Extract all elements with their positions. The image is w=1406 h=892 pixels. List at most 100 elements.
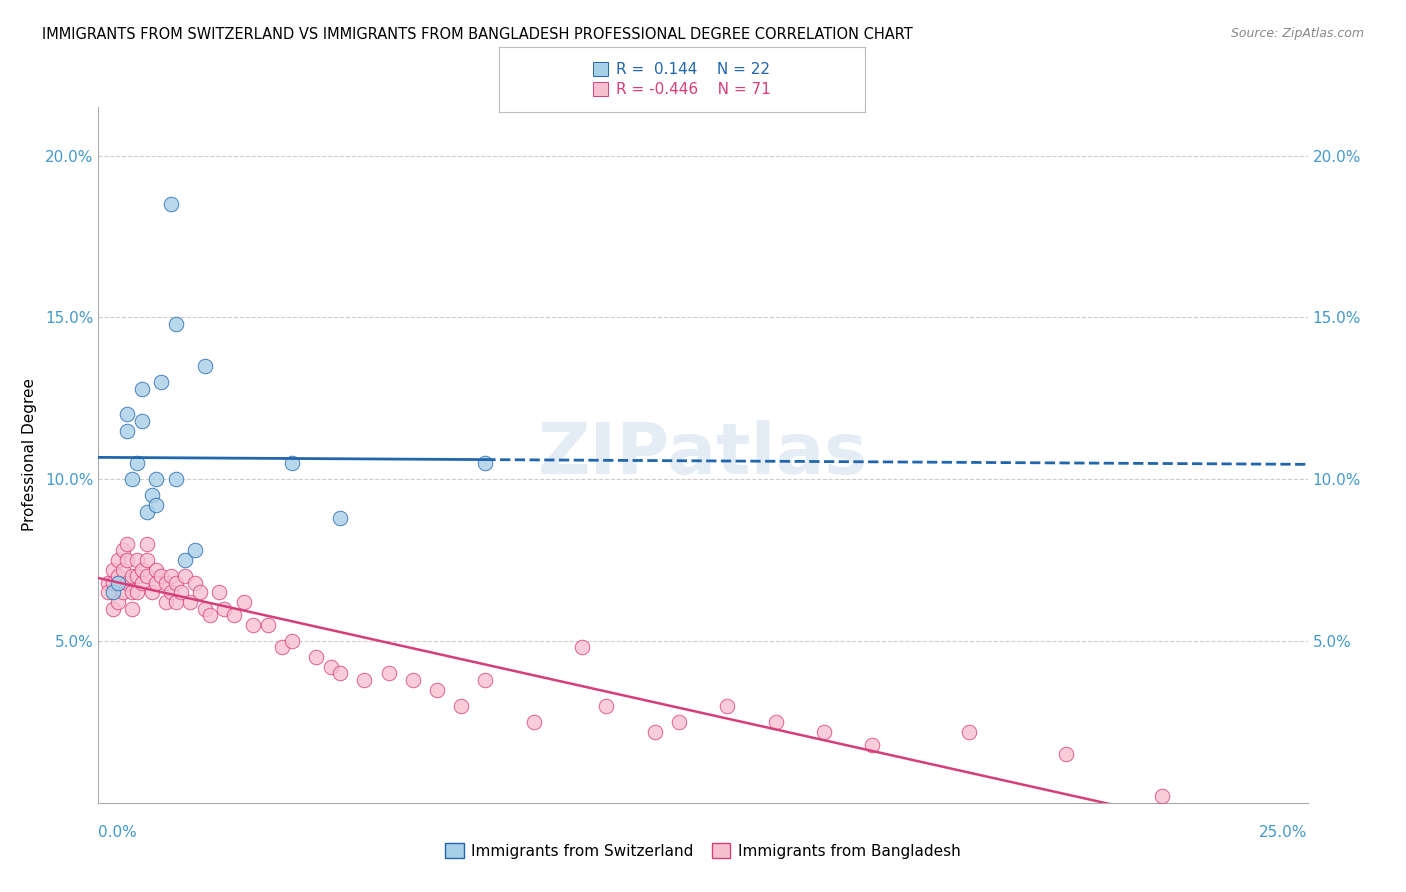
Point bbox=[111, 563, 134, 577]
Legend: R =  0.144    N = 22, R = -0.446    N = 71: R = 0.144 N = 22, R = -0.446 N = 71 bbox=[586, 55, 778, 103]
Point bbox=[135, 537, 157, 551]
Point bbox=[377, 666, 399, 681]
Point bbox=[402, 673, 425, 687]
Point bbox=[474, 673, 496, 687]
Point bbox=[155, 575, 177, 590]
Text: 0.0%: 0.0% bbox=[98, 825, 138, 840]
Text: Source: ZipAtlas.com: Source: ZipAtlas.com bbox=[1230, 27, 1364, 40]
Point bbox=[160, 197, 183, 211]
Point bbox=[145, 575, 167, 590]
Text: IMMIGRANTS FROM SWITZERLAND VS IMMIGRANTS FROM BANGLADESH PROFESSIONAL DEGREE CO: IMMIGRANTS FROM SWITZERLAND VS IMMIGRANT… bbox=[42, 27, 912, 42]
Point bbox=[242, 617, 264, 632]
Point bbox=[860, 738, 883, 752]
Point bbox=[198, 608, 221, 623]
Point bbox=[135, 504, 157, 518]
Point bbox=[668, 714, 690, 729]
Point bbox=[101, 601, 124, 615]
Text: 25.0%: 25.0% bbox=[1260, 825, 1308, 840]
Point bbox=[319, 660, 342, 674]
Point bbox=[117, 424, 139, 438]
Point bbox=[150, 375, 173, 389]
Point bbox=[212, 601, 235, 615]
Text: ZIPatlas: ZIPatlas bbox=[538, 420, 868, 490]
Point bbox=[765, 714, 787, 729]
Point bbox=[957, 724, 980, 739]
Point bbox=[107, 569, 129, 583]
Point bbox=[145, 472, 167, 486]
Point bbox=[141, 585, 163, 599]
Point bbox=[131, 414, 153, 428]
Point bbox=[174, 569, 197, 583]
Point bbox=[169, 585, 191, 599]
Point bbox=[117, 537, 139, 551]
Point bbox=[107, 575, 129, 590]
Point bbox=[194, 601, 217, 615]
Point bbox=[160, 585, 183, 599]
Point bbox=[184, 543, 207, 558]
Point bbox=[121, 585, 143, 599]
Point bbox=[329, 511, 352, 525]
Point bbox=[256, 617, 278, 632]
Point bbox=[101, 563, 124, 577]
Point bbox=[117, 575, 139, 590]
Point bbox=[127, 553, 149, 567]
Point bbox=[353, 673, 375, 687]
Point bbox=[1054, 747, 1077, 762]
Point bbox=[1152, 789, 1174, 804]
Legend: Immigrants from Switzerland, Immigrants from Bangladesh: Immigrants from Switzerland, Immigrants … bbox=[439, 837, 967, 864]
Point bbox=[813, 724, 835, 739]
Point bbox=[208, 585, 231, 599]
Point bbox=[165, 472, 187, 486]
Point bbox=[281, 456, 304, 470]
Point bbox=[474, 456, 496, 470]
Point bbox=[111, 543, 134, 558]
Point bbox=[121, 472, 143, 486]
Point bbox=[716, 698, 738, 713]
Point bbox=[127, 585, 149, 599]
Point bbox=[111, 585, 134, 599]
Point bbox=[127, 569, 149, 583]
Point bbox=[117, 553, 139, 567]
Point bbox=[174, 553, 197, 567]
Point bbox=[150, 569, 173, 583]
Point bbox=[232, 595, 254, 609]
Point bbox=[121, 569, 143, 583]
Point bbox=[165, 595, 187, 609]
Point bbox=[127, 456, 149, 470]
Point bbox=[179, 595, 201, 609]
Point bbox=[281, 634, 304, 648]
Point bbox=[131, 575, 153, 590]
Point bbox=[222, 608, 245, 623]
Point bbox=[117, 408, 139, 422]
Point bbox=[305, 650, 328, 665]
Point bbox=[188, 585, 211, 599]
Point bbox=[165, 317, 187, 331]
Y-axis label: Professional Degree: Professional Degree bbox=[22, 378, 37, 532]
Point bbox=[194, 359, 217, 373]
Point bbox=[107, 595, 129, 609]
Point bbox=[97, 585, 120, 599]
Point bbox=[101, 575, 124, 590]
Point bbox=[145, 498, 167, 512]
Point bbox=[155, 595, 177, 609]
Point bbox=[595, 698, 617, 713]
Point bbox=[135, 553, 157, 567]
Point bbox=[571, 640, 593, 655]
Point bbox=[165, 575, 187, 590]
Point bbox=[135, 569, 157, 583]
Point bbox=[523, 714, 546, 729]
Point bbox=[121, 601, 143, 615]
Point bbox=[145, 563, 167, 577]
Point bbox=[450, 698, 472, 713]
Point bbox=[644, 724, 666, 739]
Point bbox=[329, 666, 352, 681]
Point bbox=[131, 563, 153, 577]
Point bbox=[160, 569, 183, 583]
Point bbox=[184, 575, 207, 590]
Point bbox=[141, 488, 163, 502]
Point bbox=[131, 382, 153, 396]
Point bbox=[97, 575, 120, 590]
Point bbox=[271, 640, 294, 655]
Point bbox=[426, 682, 449, 697]
Point bbox=[101, 585, 124, 599]
